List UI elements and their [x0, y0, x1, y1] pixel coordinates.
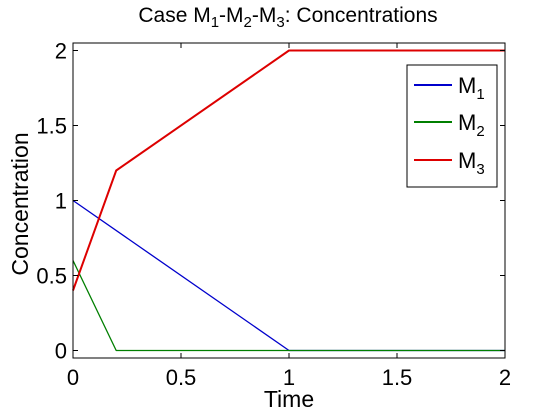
legend-label-m2: M2	[458, 110, 485, 140]
y-tick-label: 1	[55, 189, 67, 214]
legend-entries: M1 M2 M3	[414, 73, 485, 178]
y-tick-label: 1.5	[36, 114, 67, 139]
x-axis-label: Time	[264, 386, 314, 412]
y-tick-label: 0.5	[36, 264, 67, 289]
chart-title-prefix: Case M	[138, 4, 210, 27]
x-tick-label: 2	[499, 365, 511, 390]
series-layer	[72, 49, 505, 352]
chart-title-sub-3: 3	[276, 14, 284, 31]
chart-title-sub-1: 1	[211, 14, 219, 31]
tick-layer: 0 0.5 1 1.5 2 0 0.5 1 1.5 2	[36, 39, 511, 391]
x-tick-label: 1.5	[382, 365, 413, 390]
chart-title-sub-2: 2	[244, 14, 252, 31]
legend: M1 M2 M3	[406, 64, 498, 188]
y-tick-label: 2	[55, 39, 67, 64]
y-axis-label: Concentration	[7, 132, 33, 275]
x-tick-label: 0	[67, 365, 79, 390]
chart-title: Case M1-M2-M3: Concentrations	[138, 4, 437, 31]
legend-label-m1: M1	[458, 73, 485, 103]
chart-title-suffix: : Concentrations	[285, 4, 438, 27]
legend-label-m3: M3	[458, 148, 485, 178]
series-line-m2	[72, 260, 505, 352]
y-tick-label: 0	[55, 339, 67, 364]
x-tick-label: 1	[283, 365, 295, 390]
chart-title-sep-1: -M	[219, 4, 244, 27]
x-tick-label: 0.5	[166, 365, 197, 390]
series-line-m3	[72, 49, 505, 291]
chart-title-sep-2: -M	[252, 4, 277, 27]
